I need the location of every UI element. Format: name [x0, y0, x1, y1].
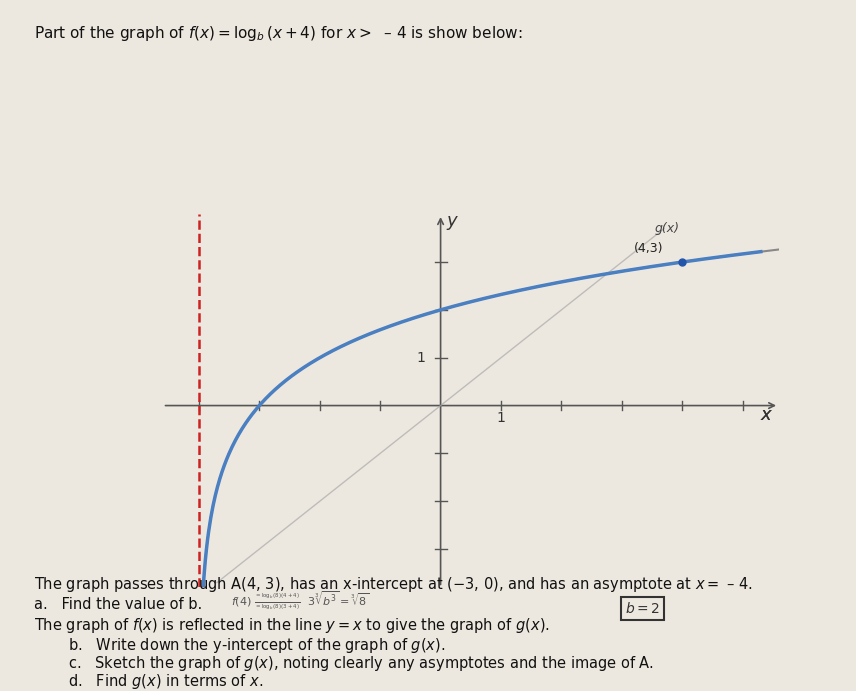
Text: $b=2$: $b=2$: [625, 601, 660, 616]
Text: 1: 1: [496, 411, 505, 425]
Text: x: x: [761, 406, 771, 424]
Text: g(x): g(x): [655, 223, 680, 236]
Text: a.   Find the value of b.: a. Find the value of b.: [34, 598, 203, 612]
Text: $f(4)\ \frac{{}^{=\log_b(8)(4+4)}}{{}_{=\log_b(8)(3+4)}}$  $3\sqrt[3]{b^3} = \sq: $f(4)\ \frac{{}^{=\log_b(8)(4+4)}}{{}_{=…: [231, 590, 369, 612]
Text: c.   Sketch the graph of $g(x)$, noting clearly any asymptotes and the image of : c. Sketch the graph of $g(x)$, noting cl…: [68, 654, 655, 673]
Text: The graph passes through A(4, 3), has an x-intercept at (−3, 0), and has an asym: The graph passes through A(4, 3), has an…: [34, 575, 753, 594]
Text: x: x: [761, 406, 771, 424]
Text: y: y: [447, 212, 457, 230]
Text: Part of the graph of $f(x) = \log_b(x + 4)$ for $x >$  – 4 is show below:: Part of the graph of $f(x) = \log_b(x + …: [34, 24, 523, 43]
Text: d.   Find $g(x)$ in terms of $x$.: d. Find $g(x)$ in terms of $x$.: [68, 672, 264, 691]
Text: b.   Write down the y-intercept of the graph of $g(x)$.: b. Write down the y-intercept of the gra…: [68, 636, 446, 654]
Text: 1: 1: [417, 351, 425, 365]
Text: (4,3): (4,3): [634, 243, 663, 256]
Text: The graph of $f(x)$ is reflected in the line $y = x$ to give the graph of $g(x)$: The graph of $f(x)$ is reflected in the …: [34, 616, 550, 635]
